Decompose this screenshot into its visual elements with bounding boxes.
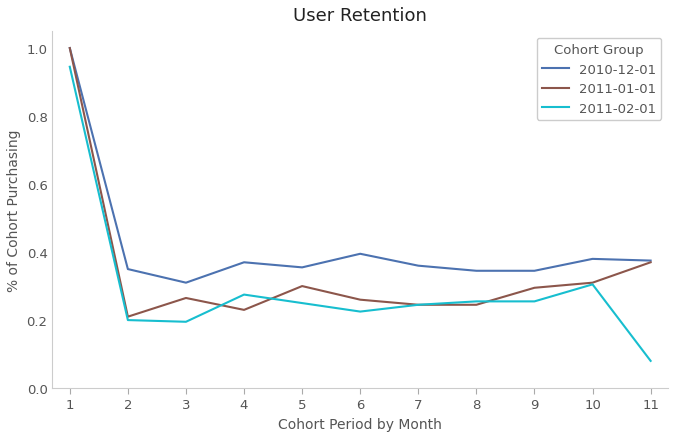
2010-12-01 [298, 265, 306, 270]
2010-12-01 [531, 268, 539, 274]
Title: User Retention: User Retention [293, 7, 427, 25]
2010-12-01 [65, 46, 74, 52]
Line: 2011-02-01: 2011-02-01 [70, 67, 651, 361]
2011-01-01 [182, 296, 190, 301]
2011-01-01 [647, 260, 655, 265]
2011-02-01 [414, 303, 423, 308]
2011-01-01 [472, 303, 481, 308]
Line: 2011-01-01: 2011-01-01 [70, 49, 651, 317]
2010-12-01 [589, 257, 597, 262]
2011-02-01 [647, 358, 655, 364]
2010-12-01 [414, 263, 423, 268]
2011-01-01 [356, 297, 365, 303]
X-axis label: Cohort Period by Month: Cohort Period by Month [278, 417, 442, 431]
2011-02-01 [589, 282, 597, 287]
Legend: 2010-12-01, 2011-01-01, 2011-02-01: 2010-12-01, 2011-01-01, 2011-02-01 [537, 39, 662, 121]
2011-02-01 [298, 301, 306, 306]
2011-02-01 [65, 65, 74, 70]
2011-02-01 [356, 309, 365, 314]
Y-axis label: % of Cohort Purchasing: % of Cohort Purchasing [7, 129, 21, 291]
2010-12-01 [240, 260, 248, 265]
2010-12-01 [124, 267, 132, 272]
2011-01-01 [298, 284, 306, 289]
2011-01-01 [124, 314, 132, 320]
2010-12-01 [647, 258, 655, 264]
2011-02-01 [531, 299, 539, 304]
2011-02-01 [124, 318, 132, 323]
2011-02-01 [182, 319, 190, 325]
2011-01-01 [414, 303, 423, 308]
2011-01-01 [531, 286, 539, 291]
2011-02-01 [472, 299, 481, 304]
2011-02-01 [240, 292, 248, 297]
2011-01-01 [589, 280, 597, 286]
Line: 2010-12-01: 2010-12-01 [70, 49, 651, 283]
2010-12-01 [182, 280, 190, 286]
2011-01-01 [240, 307, 248, 313]
2011-01-01 [65, 46, 74, 52]
2010-12-01 [356, 251, 365, 257]
2010-12-01 [472, 268, 481, 274]
